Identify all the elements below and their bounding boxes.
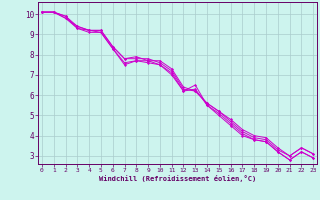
- X-axis label: Windchill (Refroidissement éolien,°C): Windchill (Refroidissement éolien,°C): [99, 175, 256, 182]
